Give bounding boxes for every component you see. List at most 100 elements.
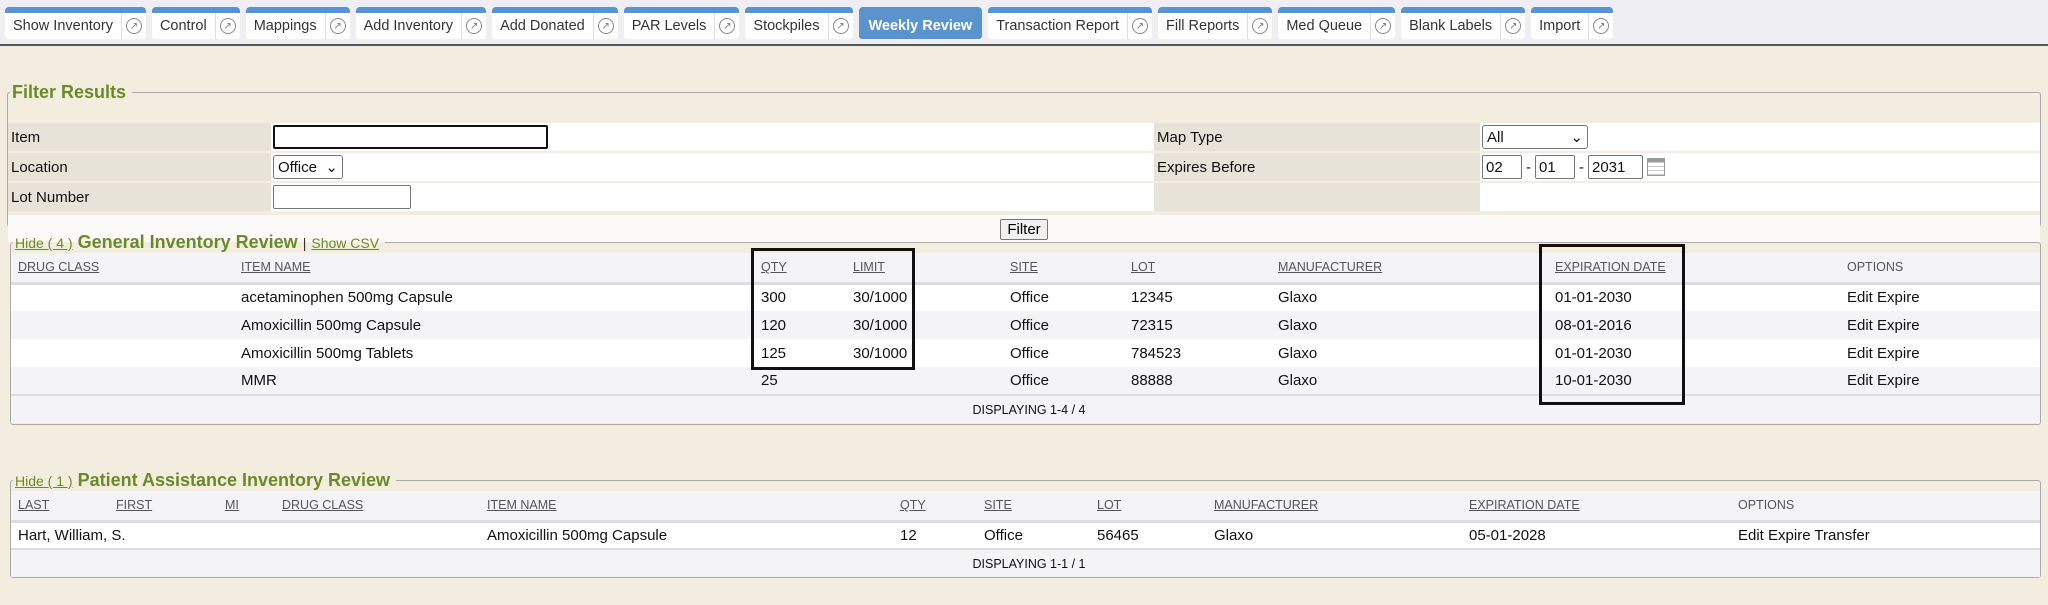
tab-add-inventory[interactable]: Add Inventory ↗ <box>355 7 487 39</box>
cell-limit: 30/1000 <box>846 283 1003 311</box>
column-header: SITE <box>1003 253 1124 285</box>
open-external-icon[interactable]: ↗ <box>1128 18 1152 34</box>
tab-par-levels[interactable]: PAR Levels ↗ <box>623 7 740 39</box>
cell-manufacturer: Glaxo <box>1207 521 1462 549</box>
tab-stockpiles[interactable]: Stockpiles ↗ <box>745 7 853 39</box>
column-header: ITEM NAME <box>234 253 754 285</box>
sort-mi[interactable]: MI <box>225 498 239 513</box>
tab-fill-reports[interactable]: Fill Reports ↗ <box>1158 7 1273 39</box>
expires-month-input[interactable]: 02 <box>1482 155 1522 179</box>
open-external-icon[interactable]: ↗ <box>1248 18 1272 34</box>
expires-day-input[interactable]: 01 <box>1535 155 1575 179</box>
sort-lot[interactable]: LOT <box>1097 498 1122 513</box>
tab-mappings[interactable]: Mappings ↗ <box>245 7 350 39</box>
cell-options[interactable]: Edit Expire <box>1840 283 2040 311</box>
tab-label: Add Inventory <box>356 13 463 39</box>
tab-blank-labels[interactable]: Blank Labels ↗ <box>1401 7 1526 39</box>
tab-med-queue[interactable]: Med Queue ↗ <box>1278 7 1396 39</box>
cell-item-name: Amoxicillin 500mg Tablets <box>234 339 754 367</box>
cell-options[interactable]: Edit Expire <box>1840 367 2040 395</box>
patient-assistance-legend: Hide ( 1 ) Patient Assistance Inventory … <box>13 470 396 491</box>
cell-expiration-date: 01-01-2030 <box>1548 339 1840 367</box>
hide-patient-link[interactable]: Hide ( 1 ) <box>15 473 73 489</box>
sort-qty[interactable]: QTY <box>761 260 787 275</box>
expires-year-input[interactable]: 2031 <box>1588 155 1643 179</box>
column-header: MI <box>218 491 275 523</box>
sort-limit[interactable]: LIMIT <box>853 260 885 275</box>
arrow-icon: ↗ <box>832 18 849 34</box>
cell-limit: 30/1000 <box>846 311 1003 339</box>
patient-assistance-review-panel: Hide ( 1 ) Patient Assistance Inventory … <box>10 470 2041 578</box>
item-input[interactable] <box>273 125 548 149</box>
tab-bar: Show Inventory ↗ Control ↗ Mappings ↗ Add Inve… <box>5 7 1614 39</box>
cell-item-name: MMR <box>234 367 754 395</box>
sort-lot[interactable]: LOT <box>1131 260 1156 275</box>
cell-options[interactable]: Edit Expire <box>1840 339 2040 367</box>
lot-number-input[interactable] <box>273 185 411 209</box>
location-select[interactable]: Office ⌄ <box>273 155 343 179</box>
pagination-status: DISPLAYING 1-4 / 4 <box>11 394 2040 423</box>
tab-weekly-review[interactable]: Weekly Review <box>858 7 983 39</box>
map-type-select[interactable]: All ⌄ <box>1482 125 1588 149</box>
sort-site[interactable]: SITE <box>984 498 1012 513</box>
sort-last[interactable]: LAST <box>18 498 50 513</box>
tab-label: Add Donated <box>492 13 594 39</box>
column-header: QTY <box>754 253 846 285</box>
location-label: Location <box>8 153 271 181</box>
cell-manufacturer: Glaxo <box>1271 367 1548 395</box>
sort-expiration-date[interactable]: EXPIRATION DATE <box>1555 260 1666 275</box>
tab-show-inventory[interactable]: Show Inventory ↗ <box>5 7 146 39</box>
calendar-icon[interactable] <box>1647 158 1665 176</box>
tab-add-donated[interactable]: Add Donated ↗ <box>492 7 618 39</box>
cell-lot: 72315 <box>1124 311 1271 339</box>
open-external-icon[interactable]: ↗ <box>1501 18 1525 34</box>
arrow-icon: ↗ <box>1375 18 1392 34</box>
cell-manufacturer: Glaxo <box>1271 311 1548 339</box>
open-external-icon[interactable]: ↗ <box>594 18 618 34</box>
tab-transaction-report[interactable]: Transaction Report ↗ <box>988 7 1152 39</box>
sort-expiration-date[interactable]: EXPIRATION DATE <box>1469 498 1580 513</box>
cell-lot: 784523 <box>1124 339 1271 367</box>
tab-import[interactable]: Import ↗ <box>1531 7 1614 39</box>
sort-manufacturer[interactable]: MANUFACTURER <box>1214 498 1319 513</box>
cell-options[interactable]: Edit Expire <box>1840 311 2040 339</box>
table-row: Amoxicillin 500mg Tablets 125 30/1000 Offic… <box>11 339 2040 367</box>
arrow-icon: ↗ <box>1505 18 1522 34</box>
sort-qty[interactable]: QTY <box>900 498 926 513</box>
sort-first[interactable]: FIRST <box>116 498 153 513</box>
sort-drug-class[interactable]: DRUG CLASS <box>18 260 100 275</box>
tab-label: Stockpiles <box>745 13 829 39</box>
column-header: MANUFACTURER <box>1207 491 1462 523</box>
column-header: QTY <box>893 491 977 523</box>
tab-control[interactable]: Control ↗ <box>151 7 240 39</box>
map-type-label: Map Type <box>1154 123 1480 151</box>
sort-item-name[interactable]: ITEM NAME <box>487 498 557 513</box>
show-csv-link[interactable]: Show CSV <box>311 235 380 251</box>
open-external-icon[interactable]: ↗ <box>462 18 486 34</box>
tab-label: Mappings <box>246 13 326 39</box>
cell-expiration-date: 05-01-2028 <box>1462 521 1731 549</box>
filter-results-panel: Filter Results Item Map Type All ⌄ Locati… <box>7 82 2041 243</box>
sort-item-name[interactable]: ITEM NAME <box>241 260 311 275</box>
open-external-icon[interactable]: ↗ <box>1371 18 1395 34</box>
cell-last: Hart, William, S. <box>11 521 126 549</box>
column-header: LIMIT <box>846 253 1003 285</box>
open-external-icon[interactable]: ↗ <box>122 18 146 34</box>
hide-general-link[interactable]: Hide ( 4 ) <box>15 235 73 251</box>
open-external-icon[interactable]: ↗ <box>1589 18 1613 34</box>
sort-manufacturer[interactable]: MANUFACTURER <box>1278 260 1383 275</box>
sort-drug-class[interactable]: DRUG CLASS <box>282 498 364 513</box>
cell-options[interactable]: Edit Expire Transfer <box>1731 521 2040 549</box>
general-inventory-table: DRUG CLASS ITEM NAME QTY LIMIT SITE LOT MANUFA… <box>11 253 2040 423</box>
expires-before-label: Expires Before <box>1154 153 1480 181</box>
tab-label: Transaction Report <box>988 13 1128 39</box>
open-external-icon[interactable]: ↗ <box>715 18 739 34</box>
arrow-icon: ↗ <box>329 18 346 34</box>
arrow-icon: ↗ <box>1132 18 1148 34</box>
cell-expiration-date: 08-01-2016 <box>1548 311 1840 339</box>
open-external-icon[interactable]: ↗ <box>829 18 853 34</box>
cell-qty: 125 <box>754 339 846 367</box>
sort-site[interactable]: SITE <box>1010 260 1038 275</box>
open-external-icon[interactable]: ↗ <box>216 18 240 34</box>
open-external-icon[interactable]: ↗ <box>326 18 350 34</box>
